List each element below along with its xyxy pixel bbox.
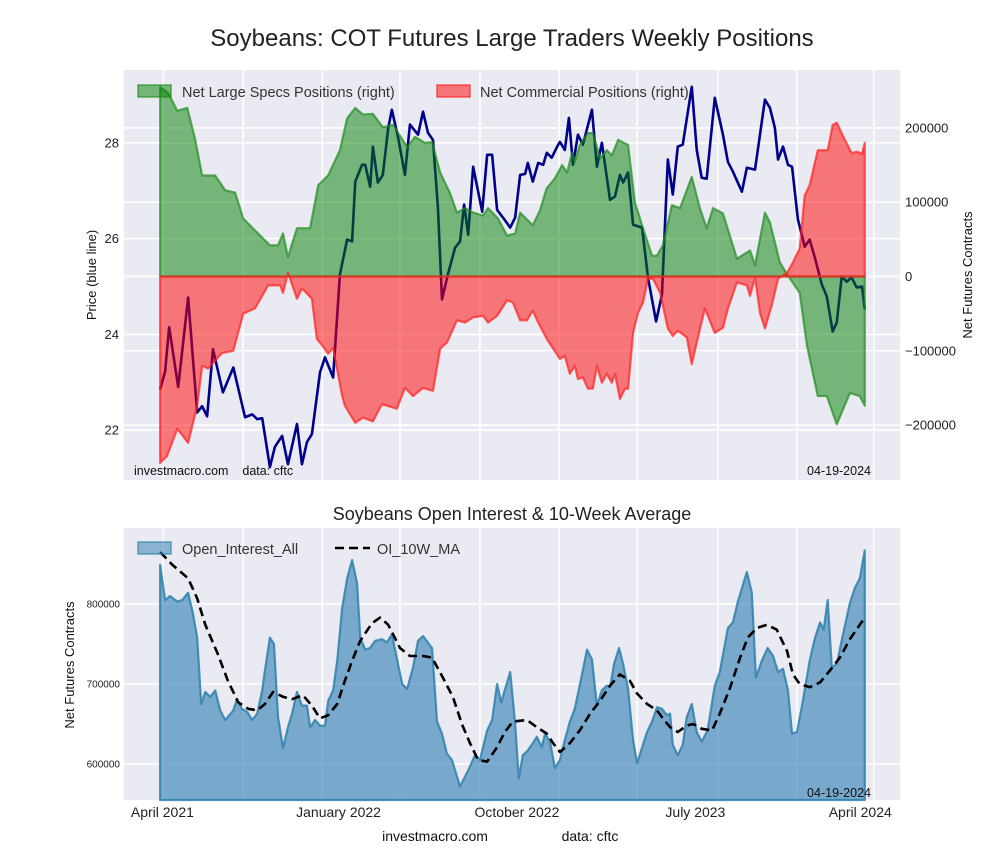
right-tick-label: 100000 [905,195,948,210]
legend-swatch-specs [137,84,172,98]
legend-swatch-commercial [436,84,471,98]
y-tick-label: 700000 [87,680,121,691]
legend-swatch-open-interest [137,541,172,555]
right-tick-label: 0 [905,269,912,284]
x-tick-label: April 2021 [131,804,194,820]
positions-fill-layer [159,85,866,465]
positions-legend: Net Large Specs Positions (right) Net Co… [137,84,689,101]
net-large-specs-area [159,85,866,426]
open-interest-panel: 600000 700000 800000 April 2021 January 2022… [62,528,900,820]
left-axis-label: Price (blue line) [84,230,99,320]
x-tick-label: January 2022 [296,804,381,820]
watermark-top: investmacro.com data: cftc [134,464,293,478]
x-tick-label: April 2024 [829,804,892,820]
left-tick-label: 24 [105,327,119,342]
right-tick-label: 200000 [905,120,948,135]
net-commercial-area [159,121,866,465]
footer-site: investmacro.com [382,828,488,844]
price-line [158,85,867,469]
open-interest-axis-ticks: 600000 700000 800000 April 2021 January 2022… [87,600,892,821]
legend-label-open-interest: Open_Interest_All [182,542,298,558]
positions-axis-ticks: 22 24 26 28 −200000 −100000 0 100000 200000 [105,120,956,437]
y-tick-label: 600000 [87,760,121,771]
y-tick-label: 800000 [87,600,121,611]
open-interest-layer [159,549,866,802]
legend-label-specs: Net Large Specs Positions (right) [182,85,395,101]
positions-panel: 22 24 26 28 −200000 −100000 0 100000 200000 Pric… [84,70,975,480]
open-interest-area [159,549,866,802]
right-tick-label: −200000 [905,418,956,433]
left-tick-label: 22 [105,423,119,438]
open-interest-title: Soybeans Open Interest & 10-Week Average [333,504,692,524]
left-tick-label: 28 [105,135,119,150]
price-line-layer [158,85,867,469]
open-interest-legend: Open_Interest_All OI_10W_MA [137,541,460,558]
report-date-top: 04-19-2024 [807,464,871,478]
open-interest-axis-label: Net Futures Contracts [62,601,77,729]
x-tick-label: October 2022 [475,804,560,820]
legend-label-ma: OI_10W_MA [377,542,460,558]
main-title: Soybeans: COT Futures Large Traders Week… [210,25,813,52]
right-tick-label: −100000 [905,343,956,358]
legend-label-commercial: Net Commercial Positions (right) [480,85,689,101]
left-tick-label: 26 [105,231,119,246]
footer-source: data: cftc [562,828,619,844]
report-date-bottom: 04-19-2024 [807,786,871,800]
oi-10w-ma-line [159,551,866,763]
x-tick-label: July 2023 [665,804,725,820]
right-axis-label: Net Futures Contracts [960,211,975,339]
